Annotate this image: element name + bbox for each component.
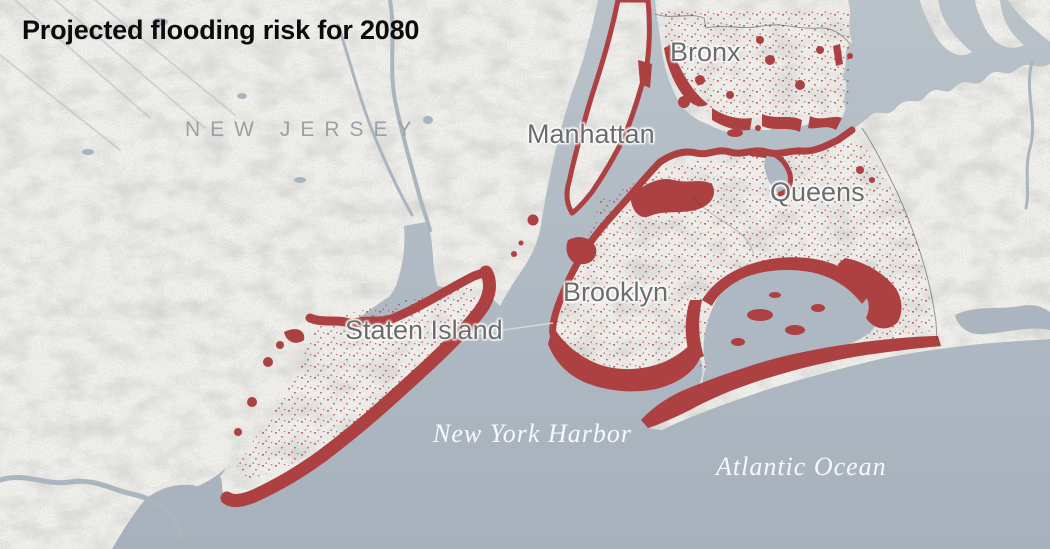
flood-coney-island <box>548 326 700 392</box>
flood-bronx-coves <box>695 36 824 99</box>
flood-harlem-flats <box>638 60 652 88</box>
flood-bronx-shore <box>712 108 752 131</box>
flood-queens-east-river-rim <box>656 126 856 166</box>
flood-staten-west-patches <box>234 329 305 436</box>
land-sound-peninsula <box>975 0 1024 48</box>
boundary-lines <box>461 13 938 341</box>
land-manhattan <box>567 0 650 213</box>
nj-streams <box>0 0 236 151</box>
boundary-brooklyn-queens <box>691 195 755 257</box>
flood-jamaica-west-rim <box>685 300 704 362</box>
flood-bronx-shore <box>664 45 708 107</box>
raritan-river <box>0 474 185 539</box>
flood-marsh-islands <box>731 292 825 346</box>
flood-sound-islet <box>869 177 875 183</box>
flood-liberty-island <box>511 251 517 257</box>
flood-governors-island <box>527 214 539 226</box>
hackensack-river <box>388 0 432 232</box>
boundary-bronx-westchester <box>654 13 851 45</box>
flood-red-hook <box>566 237 597 265</box>
flood-rockaway-spit <box>641 336 941 428</box>
flood-flushing-rim <box>763 149 793 197</box>
flood-laguardia <box>750 148 768 158</box>
land-sound-peninsula <box>920 0 972 56</box>
verrazzano-bridge <box>461 322 554 337</box>
flood-newtown-creek <box>630 178 715 218</box>
flood-jfk <box>838 258 902 329</box>
flood-rikers-island <box>727 129 743 137</box>
flood-staten-east-rim <box>220 265 496 507</box>
flood-bronx-shore <box>762 114 802 132</box>
flood-ellis-island <box>518 240 524 246</box>
land-new-jersey <box>0 0 598 549</box>
land-northeast-corner <box>1008 0 1050 42</box>
flood-bronx-shore <box>808 116 842 130</box>
ponds <box>82 18 433 183</box>
flood-city-island <box>833 44 843 66</box>
speckle-bronx <box>660 10 850 120</box>
flood-staten-north-rim <box>305 267 491 329</box>
flood-brother-island <box>755 125 761 131</box>
long-island-creek <box>1024 60 1035 210</box>
flood-risk-zones <box>220 0 941 507</box>
flood-sound-islet <box>856 166 864 174</box>
flood-hart-island <box>847 53 853 59</box>
speckle-staten-island <box>235 285 480 480</box>
flood-jamaica-north-rim <box>702 257 872 306</box>
nassau-bay <box>955 305 1050 335</box>
boundary-queens-nassau <box>861 127 938 341</box>
passaic-river <box>336 23 414 217</box>
